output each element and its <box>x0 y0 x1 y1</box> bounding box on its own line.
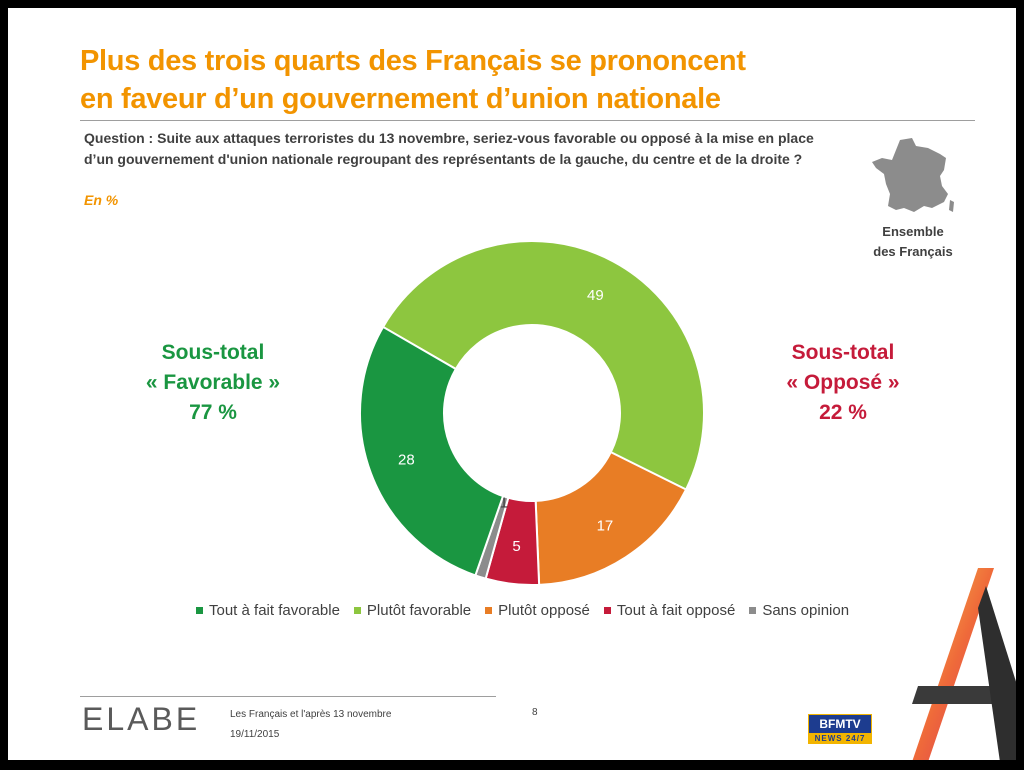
subtotal-favorable-value: 77 % <box>189 401 237 424</box>
subtotal-oppose: Sous-total « Opposé » 22 % <box>748 338 938 428</box>
legend-swatch-4 <box>749 607 757 614</box>
subtotal-favorable-line-1: Sous-total <box>161 341 265 364</box>
chart-legend: Tout à fait favorable Plutôt favorable Plu… <box>196 602 849 619</box>
subtotal-favorable-line-2: « Favorable » <box>145 371 281 394</box>
bfmtv-logo-top: BFMTV <box>808 714 872 734</box>
legend-swatch-1 <box>353 607 361 614</box>
page-title: Plus des trois quarts des Français se pr… <box>80 42 746 118</box>
subtotal-oppose-value: 22 % <box>819 401 867 424</box>
bfmtv-logo-bottom: NEWS 24/7 <box>808 734 872 744</box>
population-line-2: des Français <box>873 244 953 259</box>
title-divider <box>80 120 975 121</box>
donut-label-2: 17 <box>597 517 614 534</box>
footer-date: 19/11/2015 <box>230 729 280 740</box>
slide: Plus des trois quarts des Français se pr… <box>8 8 1016 760</box>
legend-swatch-3 <box>603 607 611 614</box>
page-number: 8 <box>532 707 538 718</box>
footer-study-title: Les Français et l'après 13 novembre <box>230 709 392 720</box>
footer-divider <box>80 696 496 697</box>
question-text: Question : Suite aux attaques terroriste… <box>84 130 814 167</box>
legend-label-4: Sans opinion <box>762 602 850 619</box>
legend-item-4: Sans opinion <box>749 602 849 619</box>
legend-label-3: Tout à fait opposé <box>616 602 736 619</box>
unit-label: En % <box>84 192 119 208</box>
legend-swatch-0 <box>196 607 203 614</box>
donut-slice-1 <box>381 240 705 491</box>
legend-item-1: Plutôt favorable <box>353 602 472 619</box>
footer-info: Les Français et l'après 13 novembre 19/1… <box>230 705 391 745</box>
donut-label-3: 5 <box>512 538 520 555</box>
france-map-icon <box>872 138 954 212</box>
legend-label-1: Plutôt favorable <box>366 602 472 619</box>
elabe-corner-logo-icon <box>912 568 1016 760</box>
legend-label-2: Plutôt opposé <box>498 602 590 619</box>
legend-item-2: Plutôt opposé <box>485 602 590 619</box>
subtotal-favorable: Sous-total « Favorable » 77 % <box>118 338 308 428</box>
legend-label-0: Tout à fait favorable <box>209 602 340 619</box>
subtotal-oppose-line-1: Sous-total <box>791 341 895 364</box>
donut-label-0: 28 <box>398 452 415 469</box>
donut-slice-0 <box>359 325 505 577</box>
donut-chart: 49 17 5 1 28 <box>359 240 705 586</box>
donut-label-1: 49 <box>587 287 604 304</box>
legend-item-3: Tout à fait opposé <box>603 602 736 619</box>
population-label: Ensemble des Français <box>858 222 968 262</box>
donut-label-4: 1 <box>500 495 508 512</box>
elabe-logo: ELABE <box>82 701 201 737</box>
title-line-2: en faveur d’un gouvernement d’union nati… <box>80 83 721 115</box>
bfmtv-logo: BFMTV NEWS 24/7 <box>808 714 872 744</box>
legend-swatch-2 <box>485 607 493 614</box>
population-line-1: Ensemble <box>882 224 944 239</box>
subtotal-oppose-line-2: « Opposé » <box>786 371 900 394</box>
title-line-1: Plus des trois quarts des Français se pr… <box>80 45 746 77</box>
legend-item-0: Tout à fait favorable <box>196 602 340 619</box>
